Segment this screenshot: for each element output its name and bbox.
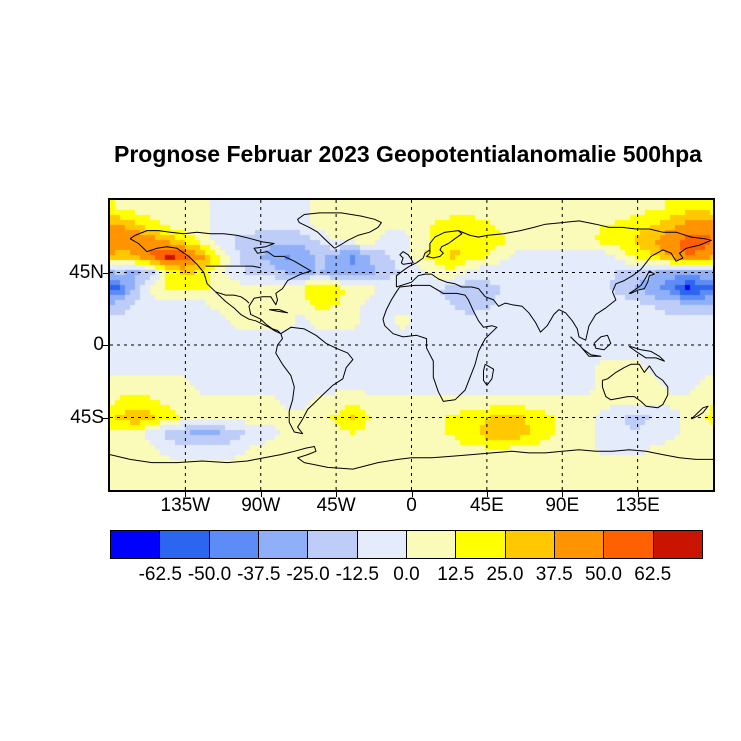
colorbar-label: 0.0 [393, 564, 420, 585]
y-axis-tick [103, 272, 108, 274]
colorbar-segment [553, 531, 604, 558]
coastline-us-mexico-border [215, 291, 250, 304]
colorbar-label: 12.5 [437, 564, 475, 585]
x-axis-label: 90W [241, 495, 281, 516]
x-axis-tick [336, 492, 338, 497]
colorbar-label: -12.5 [335, 564, 379, 585]
coastline-cuba [269, 309, 289, 314]
colorbar-label: -37.5 [237, 564, 281, 585]
x-axis-label: 90E [545, 495, 580, 516]
colorbar [110, 530, 703, 559]
coastline-north-america [129, 230, 312, 335]
x-axis-label: 0 [406, 495, 417, 516]
colorbar-label: -25.0 [286, 564, 330, 585]
coastline-new-zealand [690, 405, 709, 420]
coastline-new-guinea [628, 346, 665, 362]
y-axis-label: 0 [93, 334, 104, 355]
colorbar-segment [257, 531, 308, 558]
coastlines-layer [110, 212, 713, 470]
map-gridlines [110, 200, 713, 490]
x-axis-label: 45E [469, 495, 504, 516]
colorbar-segment [208, 531, 258, 558]
coastline-eurasia [395, 220, 712, 341]
colorbar-label: 25.0 [486, 564, 524, 585]
coastline-scandinavia-baltic [426, 230, 463, 259]
coastline-japan [628, 270, 655, 294]
coastline-antarctica [110, 446, 713, 470]
y-axis-tick [103, 345, 108, 346]
colorbar-segment [159, 531, 209, 558]
coastline-borneo [593, 334, 612, 351]
coastline-africa [382, 284, 498, 402]
x-axis-label: 135W [160, 495, 211, 516]
colorbar-label: 50.0 [585, 564, 622, 585]
coastline-greenland [297, 212, 382, 249]
colorbar-segment [111, 531, 160, 558]
colorbar-segment [455, 531, 505, 558]
x-axis-label: 135E [615, 495, 660, 516]
colorbar-segment [652, 531, 702, 558]
x-axis-tick [562, 492, 564, 497]
colorbar-label: -62.5 [138, 564, 182, 585]
y-axis-tick [103, 417, 108, 419]
colorbar-label: 37.5 [535, 564, 573, 585]
coastline-madagascar [483, 363, 495, 386]
x-axis-tick [486, 492, 488, 497]
x-axis-tick [260, 492, 262, 497]
colorbar-label: 62.5 [634, 564, 672, 585]
x-axis-label: 45W [316, 495, 356, 516]
x-axis-tick [185, 492, 187, 497]
coastline-australia [601, 363, 669, 409]
coastline-british-isles [399, 251, 414, 265]
y-axis-label: 45S [70, 406, 104, 428]
coastline-sumatra-java [570, 336, 602, 357]
coastline-south-america [275, 326, 354, 435]
colorbar-label: -50.0 [187, 564, 232, 585]
colorbar-segment [356, 531, 406, 558]
map-overlay [110, 200, 713, 490]
colorbar-segment [504, 531, 554, 558]
x-axis-tick [637, 492, 639, 497]
colorbar-segment [603, 531, 653, 558]
coastline-us-canada-border [205, 265, 261, 269]
y-axis-label: 45N [69, 261, 104, 283]
x-axis-tick [411, 492, 413, 497]
colorbar-segment [307, 531, 357, 558]
page-title: Prognose Februar 2023 Geopotentialanomal… [114, 141, 702, 167]
colorbar-segment [405, 531, 456, 558]
